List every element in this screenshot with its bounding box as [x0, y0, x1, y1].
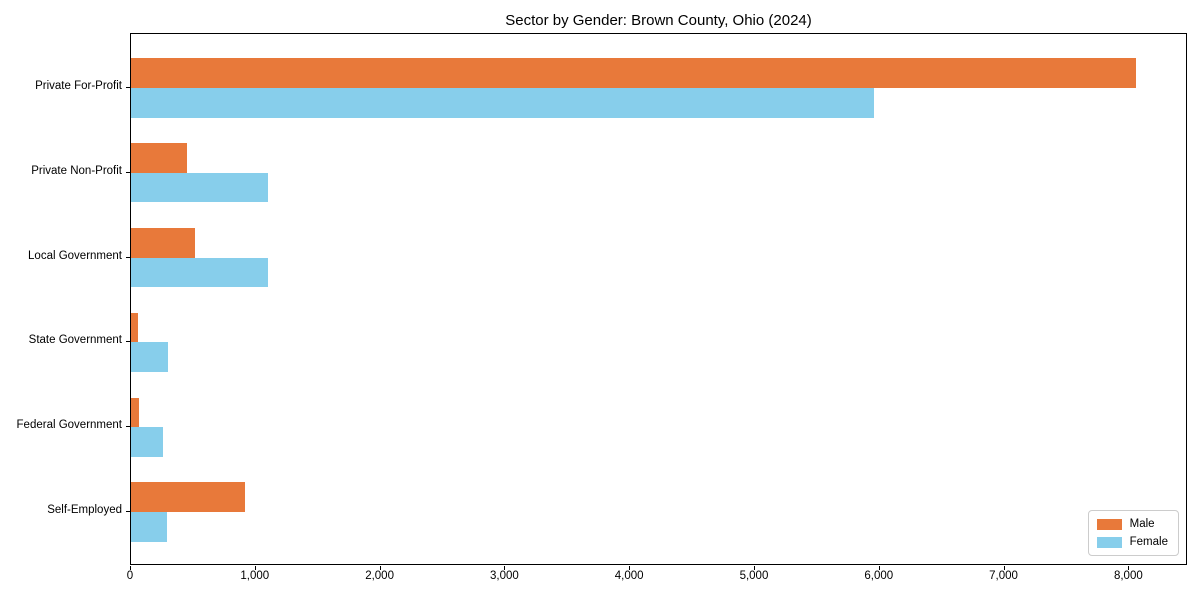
legend-label-female: Female — [1129, 536, 1168, 548]
xtick-mark — [1128, 566, 1130, 570]
xtick-mark — [1003, 566, 1005, 570]
xtick-label-6: 6,000 — [864, 570, 894, 582]
legend-entry-female: Female — [1096, 536, 1168, 548]
xtick-label-0: 0 — [126, 570, 134, 582]
xtick-label-7: 7,000 — [989, 570, 1018, 582]
ytick-mark — [126, 341, 130, 343]
xtick-label-5: 5,000 — [739, 570, 769, 582]
xtick-mark — [504, 566, 506, 570]
bar-female-0 — [131, 87, 874, 118]
xtick-mark — [753, 566, 755, 570]
bar-female-1 — [131, 172, 269, 203]
bar-female-2 — [131, 257, 269, 288]
bar-male-3 — [131, 312, 139, 343]
bar-female-5 — [131, 512, 168, 542]
xtick-mark — [878, 566, 880, 570]
xtick-mark — [254, 566, 256, 570]
xtick-label-1: 1,000 — [240, 570, 270, 582]
ytick-label-3: State Government — [28, 334, 122, 347]
ytick-label-4: Federal Government — [16, 419, 122, 432]
plot-area: Male Female — [130, 33, 1187, 565]
xtick-mark — [629, 566, 631, 570]
ytick-mark — [126, 256, 130, 258]
male-swatch-icon — [1096, 518, 1122, 530]
xtick-label-8: 8,000 — [1113, 570, 1143, 582]
bar-male-1 — [131, 143, 188, 173]
bar-male-5 — [131, 482, 245, 513]
ytick-mark — [126, 511, 130, 513]
female-swatch-icon — [1096, 536, 1122, 548]
xtick-mark — [379, 566, 381, 570]
ytick-mark — [126, 86, 130, 88]
bar-male-4 — [131, 397, 140, 428]
ytick-mark — [126, 426, 130, 428]
xtick-mark — [130, 566, 131, 570]
bar-male-0 — [131, 58, 1136, 88]
xtick-label-3: 3,000 — [489, 570, 519, 582]
chart-title: Sector by Gender: Brown County, Ohio (20… — [505, 12, 812, 29]
bar-female-3 — [131, 342, 169, 373]
xtick-label-2: 2,000 — [365, 570, 394, 582]
xtick-label-4: 4,000 — [614, 570, 644, 582]
legend-label-male: Male — [1129, 518, 1155, 530]
ytick-label-5: Self-Employed — [47, 504, 122, 517]
ytick-label-1: Private Non-Profit — [31, 164, 122, 177]
ytick-mark — [126, 171, 130, 173]
bar-female-4 — [131, 427, 164, 457]
legend-entry-male: Male — [1096, 518, 1168, 530]
legend: Male Female — [1087, 510, 1179, 556]
ytick-label-0: Private For-Profit — [35, 79, 122, 92]
bar-male-2 — [131, 227, 195, 258]
ytick-label-2: Local Government — [28, 249, 122, 262]
